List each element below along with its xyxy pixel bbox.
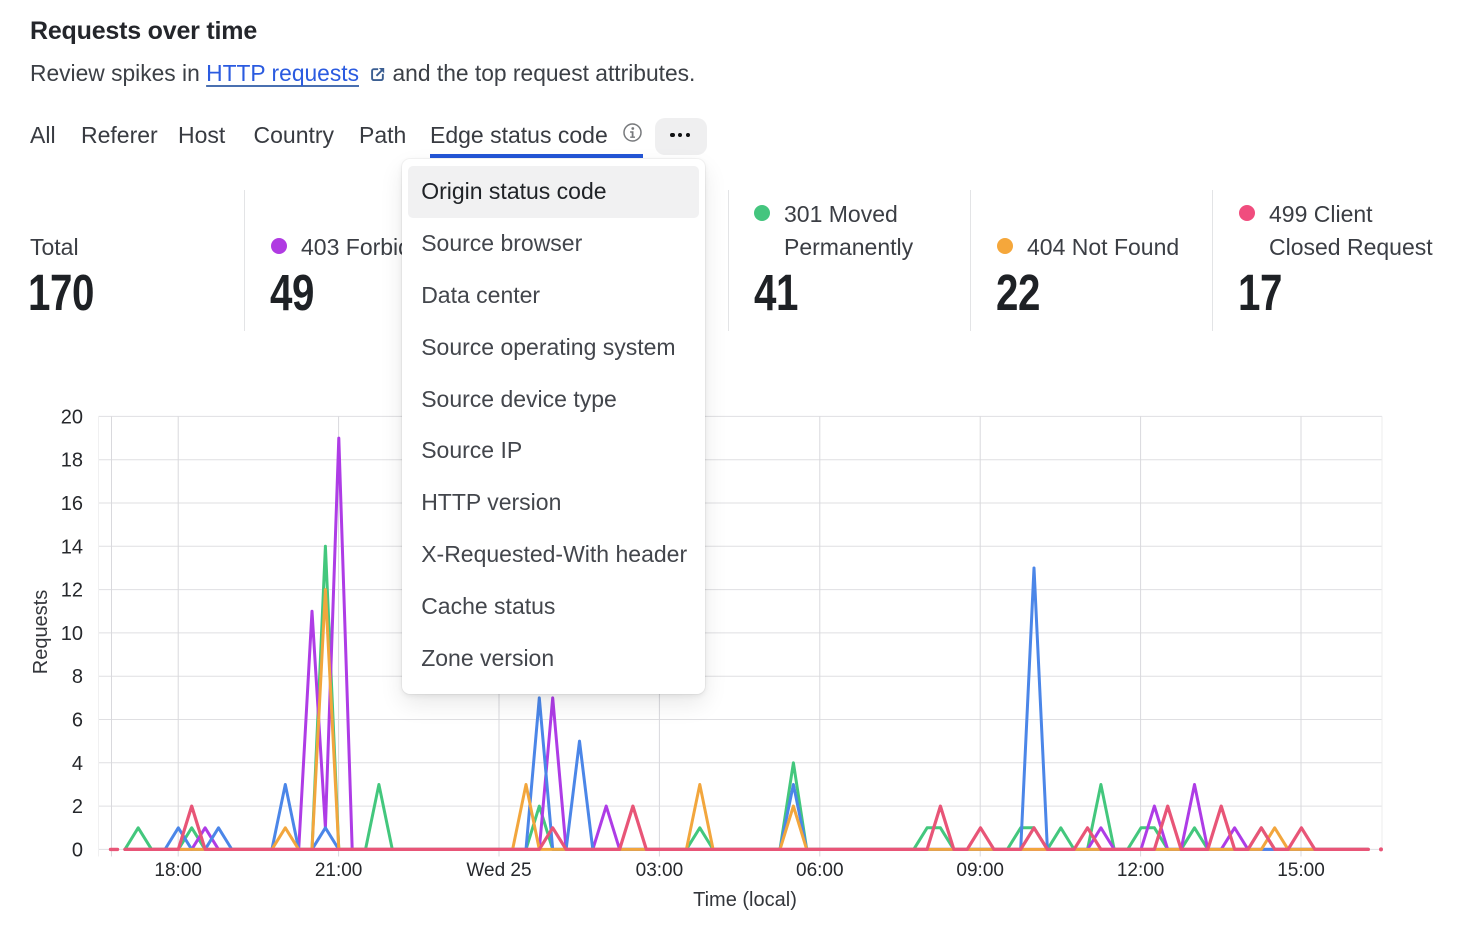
svg-text:6: 6 (72, 710, 83, 732)
svg-text:Wed 25: Wed 25 (466, 860, 531, 881)
svg-text:Requests: Requests (30, 590, 52, 675)
svg-text:09:00: 09:00 (956, 860, 1004, 881)
svg-text:18:00: 18:00 (154, 860, 202, 881)
svg-text:21:00: 21:00 (315, 860, 363, 881)
svg-text:4: 4 (72, 753, 83, 775)
svg-text:18: 18 (61, 450, 83, 472)
svg-text:14: 14 (61, 536, 83, 558)
svg-text:15:00: 15:00 (1277, 860, 1325, 881)
svg-text:12: 12 (61, 580, 83, 602)
svg-text:20: 20 (61, 406, 83, 428)
svg-text:0: 0 (72, 839, 83, 861)
svg-text:06:00: 06:00 (796, 860, 844, 881)
svg-text:10: 10 (61, 623, 83, 645)
svg-text:12:00: 12:00 (1117, 860, 1165, 881)
svg-text:16: 16 (61, 493, 83, 515)
svg-text:2: 2 (72, 796, 83, 818)
svg-text:03:00: 03:00 (636, 860, 684, 881)
svg-text:Time (local): Time (local) (693, 889, 797, 911)
svg-text:8: 8 (72, 666, 83, 688)
